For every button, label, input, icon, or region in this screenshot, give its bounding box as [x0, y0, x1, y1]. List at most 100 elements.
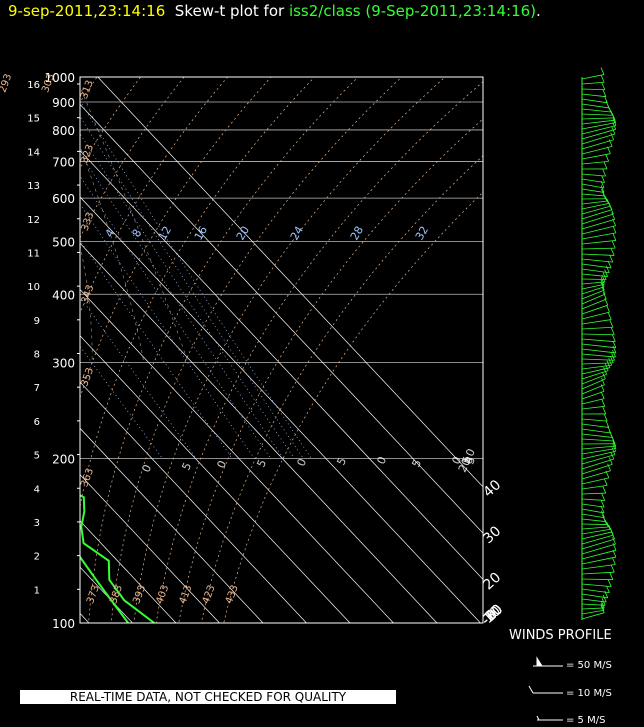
wind-key-10: = 10 M/S — [566, 688, 612, 699]
wind-barb — [581, 373, 607, 385]
wind-barb — [581, 286, 605, 295]
mixing-ratio-line — [80, 100, 312, 459]
wind-barb — [581, 498, 605, 501]
wind-barb-flag — [603, 161, 608, 170]
wind-barb — [581, 133, 616, 145]
isotherm-line — [97, 77, 483, 488]
isotherm-label-right: 30 — [480, 523, 504, 547]
wet-adiabat-label: 5 — [463, 455, 478, 467]
wind-barb — [581, 119, 616, 125]
wind-barb — [581, 268, 610, 274]
wind-barb-flag — [608, 457, 613, 465]
wind-barb-flag — [601, 286, 606, 295]
wet-adiabat-label: 5 — [459, 455, 474, 467]
height-label: 6 — [34, 417, 40, 428]
wind-barb — [581, 492, 606, 495]
title-source: iss2/class (9-Sep-2011,23:14:16) — [288, 2, 537, 20]
wind-barb — [581, 445, 616, 450]
wind-barb — [581, 398, 605, 405]
wind-barb-flag — [602, 168, 607, 177]
wind-barb-flag — [611, 531, 615, 540]
plot-frame — [79, 76, 484, 624]
wind-barb-flag — [603, 95, 608, 103]
wind-barb — [581, 390, 605, 400]
pressure-label: 400 — [52, 288, 75, 302]
wind-barb — [581, 293, 606, 305]
wind-barb — [581, 113, 613, 116]
wind-barb-flag — [600, 282, 605, 291]
wind-barb — [581, 364, 612, 370]
wind-barb-flag — [600, 67, 605, 75]
wind-barb-flag — [612, 549, 617, 558]
wind-barb-flag — [606, 304, 610, 313]
quality-banner: REAL-TIME DATA, NOT CHECKED FOR QUALITY — [20, 690, 396, 704]
wind-barb — [581, 609, 605, 615]
axis-labels: 1002003004005006007008009001000123456789… — [0, 71, 506, 631]
wet-adiabat-label: 5 — [179, 461, 194, 473]
wind-barb — [581, 534, 614, 545]
dry-adiabat-label: 423 — [201, 584, 218, 606]
wind-barb — [581, 200, 607, 205]
wind-barb-flag — [602, 272, 607, 280]
dry-adiabat-label: 363 — [79, 467, 96, 489]
dry-adiabat-line — [133, 77, 446, 623]
wind-barb-flag — [612, 233, 617, 241]
dry-adiabat-line — [88, 77, 359, 623]
dry-adiabat-label: 403 — [154, 584, 171, 606]
height-label: 1 — [34, 585, 40, 596]
wind-barb-flag — [605, 265, 610, 273]
wind-barb-flag — [611, 212, 616, 220]
wind-barb-flag — [601, 493, 606, 501]
height-label: 8 — [34, 350, 40, 361]
wind-barb-flag — [600, 384, 605, 392]
mixing-ratio-label: 12 — [156, 224, 174, 243]
wind-barb — [581, 263, 612, 269]
pressure-label: 200 — [52, 453, 75, 467]
wind-barb-flag — [610, 451, 615, 460]
wind-barb — [581, 405, 605, 410]
height-label: 9 — [34, 316, 40, 327]
wind-barb — [581, 508, 605, 514]
wind-barb-flag — [605, 196, 609, 204]
title-label: Skew-t plot for — [174, 2, 285, 20]
wind-barb — [581, 423, 609, 428]
mixing-ratio-line — [80, 240, 233, 459]
isotherm-line — [80, 288, 394, 623]
mixing-ratio-line — [80, 345, 163, 459]
wind-barb — [581, 258, 613, 263]
wind-barb — [581, 549, 617, 560]
wind-barb — [581, 203, 609, 210]
wind-barb — [581, 367, 611, 375]
wet-adiabat-label: 0 — [294, 457, 309, 469]
dry-adiabat-line — [0, 65, 17, 648]
wind-barb-flag — [603, 413, 608, 422]
wind-barb-flag — [602, 485, 607, 494]
wind-barb-flag — [609, 254, 614, 263]
wind-barb-flag — [604, 269, 608, 277]
winds-profile-title: WINDS PROFILE — [509, 628, 612, 643]
wind-barb — [581, 88, 605, 91]
dry-adiabat-line — [80, 77, 272, 399]
wind-barb-flag — [607, 312, 612, 320]
wind-barb — [581, 503, 605, 508]
wind-barb-flag — [612, 441, 617, 449]
wind-barb — [581, 213, 614, 225]
wind-barb — [581, 108, 611, 113]
pressure-label: 100 — [52, 617, 75, 631]
wind-barb-flag — [610, 132, 615, 140]
wind-barb — [581, 370, 609, 380]
wind-barb-flag — [611, 240, 616, 249]
wet-adiabat-line — [80, 145, 145, 363]
wind-barb — [581, 289, 605, 300]
wind-barb-flag — [604, 363, 609, 371]
dry-adiabat-line — [200, 155, 483, 623]
wind-barb — [581, 219, 615, 230]
height-label: 12 — [27, 215, 40, 226]
mixing-ratio-label: 24 — [288, 224, 306, 243]
wind-barb-flag — [606, 585, 610, 593]
wind-barb-flag — [603, 367, 607, 375]
wind-barb — [581, 571, 615, 575]
wind-barb-flag — [607, 463, 611, 471]
wind-barb-flag — [602, 291, 607, 300]
wet-adiabat-label: 0 — [139, 463, 154, 475]
